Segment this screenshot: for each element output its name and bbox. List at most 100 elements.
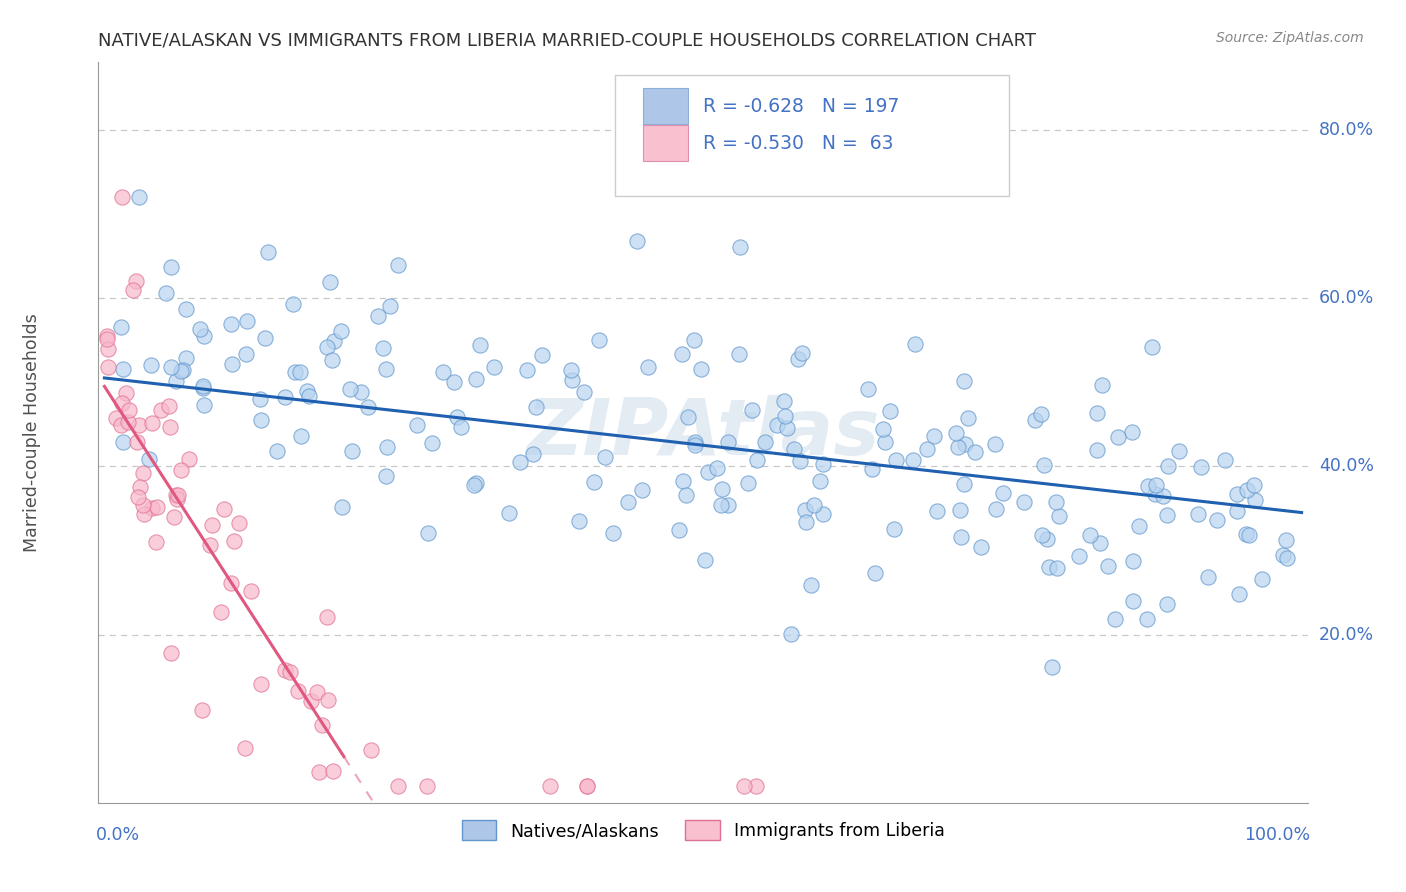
Point [112, 434, 135, 449]
Point [922, 428, 945, 442]
Point [160, 647, 183, 661]
Point [780, 627, 803, 641]
Point [377, 440, 399, 454]
Point [1213, 452, 1236, 467]
Point [1046, 561, 1069, 575]
Point [465, 475, 488, 490]
Point [287, 684, 309, 698]
Point [129, 480, 152, 494]
Point [127, 490, 149, 504]
Point [145, 535, 167, 549]
Legend: Natives/Alaskans, Immigrants from Liberia: Natives/Alaskans, Immigrants from Liberi… [454, 814, 952, 847]
Point [350, 385, 373, 400]
Point [114, 386, 136, 401]
Point [522, 447, 544, 461]
Point [209, 605, 232, 619]
Point [266, 444, 288, 458]
Point [1085, 442, 1108, 457]
Point [321, 353, 343, 368]
Point [953, 476, 976, 491]
Point [332, 500, 354, 515]
Point [950, 530, 973, 544]
Point [97, 359, 120, 374]
Point [250, 677, 273, 691]
Point [904, 336, 927, 351]
Point [470, 337, 492, 351]
Point [516, 363, 538, 377]
Point [1271, 548, 1294, 562]
Point [1121, 425, 1143, 439]
Point [110, 320, 132, 334]
Point [146, 500, 169, 515]
Point [1277, 550, 1299, 565]
Point [800, 577, 823, 591]
Point [693, 553, 716, 567]
Point [1156, 508, 1178, 522]
Point [946, 441, 969, 455]
Text: NATIVE/ALASKAN VS IMMIGRANTS FROM LIBERIA MARRIED-COUPLE HOUSEHOLDS CORRELATION : NATIVE/ALASKAN VS IMMIGRANTS FROM LIBERI… [98, 31, 1036, 49]
Point [253, 331, 276, 345]
Point [901, 453, 924, 467]
Point [160, 359, 183, 374]
Point [387, 258, 409, 272]
Text: R = -0.628   N = 197: R = -0.628 N = 197 [703, 96, 900, 116]
Point [374, 362, 396, 376]
Point [193, 398, 215, 412]
Point [118, 403, 141, 417]
Point [174, 301, 197, 316]
Point [945, 425, 967, 440]
Point [1167, 444, 1189, 458]
Point [128, 190, 150, 204]
FancyBboxPatch shape [643, 126, 689, 161]
Point [965, 445, 987, 459]
Point [360, 743, 382, 757]
Point [371, 341, 394, 355]
Point [787, 352, 810, 367]
Point [193, 378, 215, 392]
Text: 0.0%: 0.0% [96, 827, 141, 845]
Point [745, 453, 768, 467]
Point [155, 285, 177, 300]
Point [420, 436, 443, 450]
Point [1152, 489, 1174, 503]
Point [249, 413, 271, 427]
Point [986, 502, 1008, 516]
Point [281, 296, 304, 310]
Point [298, 389, 321, 403]
Point [1035, 532, 1057, 546]
Point [524, 400, 547, 414]
Text: 100.0%: 100.0% [1244, 827, 1310, 845]
Point [509, 455, 531, 469]
Point [1205, 512, 1227, 526]
Point [222, 533, 245, 548]
Point [794, 503, 817, 517]
Point [190, 703, 212, 717]
Point [329, 324, 352, 338]
Point [443, 376, 465, 390]
Point [111, 396, 134, 410]
Point [1097, 559, 1119, 574]
Point [595, 450, 617, 464]
Point [318, 692, 340, 706]
Point [159, 260, 181, 275]
Point [319, 276, 342, 290]
Point [1156, 597, 1178, 611]
Point [387, 779, 409, 793]
Point [1031, 528, 1053, 542]
Point [214, 501, 236, 516]
Point [1140, 340, 1163, 354]
Point [342, 444, 364, 458]
Text: 80.0%: 80.0% [1319, 120, 1374, 139]
Point [884, 453, 907, 467]
Point [219, 576, 242, 591]
Point [813, 507, 835, 521]
Point [416, 526, 439, 541]
Point [249, 392, 271, 406]
Point [745, 779, 768, 793]
Point [575, 779, 598, 793]
Point [782, 442, 804, 456]
Point [141, 500, 163, 515]
Point [1047, 508, 1070, 523]
Point [683, 438, 706, 452]
Point [710, 498, 733, 512]
